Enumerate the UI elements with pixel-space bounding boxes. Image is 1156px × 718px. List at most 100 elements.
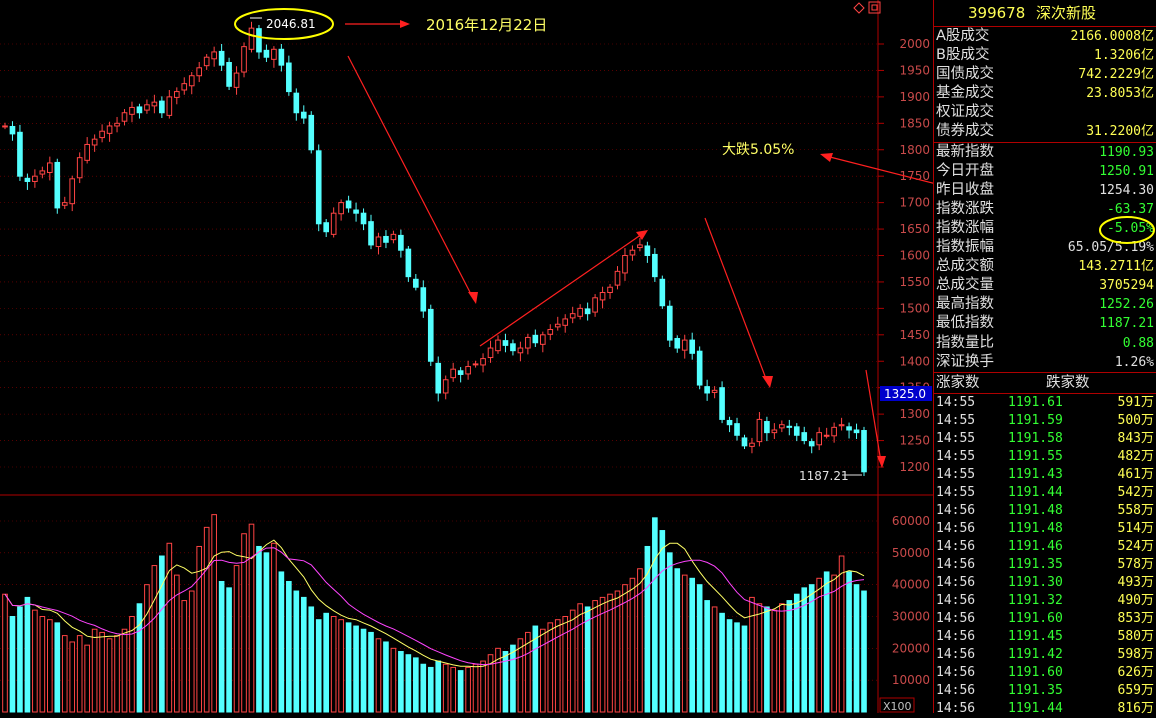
trend-arrow-1-head xyxy=(468,292,478,304)
candle-body xyxy=(793,426,800,436)
quote-row-label: 指数振幅 xyxy=(936,239,994,256)
tick-price: 1191.44 xyxy=(1008,700,1063,716)
tick-volume: 558万 xyxy=(1117,502,1154,518)
price-tick-label: 1950 xyxy=(899,63,930,77)
candle-body xyxy=(121,112,128,122)
candle-body xyxy=(99,130,105,139)
volume-bar xyxy=(681,574,688,713)
restore-inner-icon xyxy=(871,4,878,11)
tick-volume: 591万 xyxy=(1117,394,1154,410)
candle-body xyxy=(308,114,315,151)
candle-body xyxy=(861,430,867,473)
volume-bar xyxy=(427,666,434,713)
candle-body xyxy=(315,150,322,225)
up-count-label: 涨家数 xyxy=(936,374,980,391)
quote-row-label: 指数涨幅 xyxy=(936,219,994,236)
volume-bar xyxy=(99,631,105,713)
candle-body xyxy=(114,122,120,127)
quote-row-value: 1252.26 xyxy=(1099,297,1154,313)
price-tick-label: 1450 xyxy=(899,328,930,342)
candle-body xyxy=(472,363,479,366)
volume-bar xyxy=(91,628,98,713)
tick-time: 14:56 xyxy=(936,538,976,554)
volume-bar xyxy=(749,596,755,713)
tick-row: 14:56 1191.44 816万 xyxy=(934,700,1156,718)
quote-row: A股成交 2166.0008亿 xyxy=(934,27,1156,46)
volume-bar xyxy=(9,616,16,713)
volume-bar xyxy=(734,622,740,713)
volume-bar xyxy=(622,584,628,713)
volume-bar xyxy=(861,590,867,713)
volume-bar xyxy=(2,593,8,713)
candle-body xyxy=(681,339,688,351)
quote-title-bar: 399678 深次新股 xyxy=(934,0,1156,27)
candle-body xyxy=(577,307,583,317)
candle-body xyxy=(375,236,382,248)
tick-list[interactable]: 14:55 1191.61 591万 14:55 1191.59 500万 14:55 119… xyxy=(934,394,1156,718)
candle-body xyxy=(517,347,524,354)
volume-bar xyxy=(39,616,46,713)
tick-row: 14:56 1191.42 598万 xyxy=(934,646,1156,664)
tick-volume: 659万 xyxy=(1117,682,1154,698)
candle-body xyxy=(666,305,673,341)
tick-time: 14:56 xyxy=(936,646,976,662)
trend-arrow-1 xyxy=(347,55,475,301)
quote-row-value: 3705294 xyxy=(1099,278,1154,294)
volume-bar xyxy=(666,552,673,713)
candle-body xyxy=(644,245,651,256)
tick-time: 14:56 xyxy=(936,556,976,572)
quote-row-label: 今日开盘 xyxy=(936,162,994,179)
tick-time: 14:56 xyxy=(936,520,976,536)
restore-icon[interactable] xyxy=(868,1,881,14)
quote-row-label: 权证成交 xyxy=(936,104,994,121)
trend-arrow-3 xyxy=(704,217,769,385)
volume-bar xyxy=(592,600,598,713)
volume-bar xyxy=(756,603,763,713)
tick-volume: 853万 xyxy=(1117,610,1154,626)
volume-bar xyxy=(539,628,546,713)
tick-row: 14:56 1191.45 580万 xyxy=(934,628,1156,646)
volume-bar xyxy=(525,631,531,713)
quote-row-label: 深证换手 xyxy=(936,353,994,370)
tick-row: 14:56 1191.35 659万 xyxy=(934,682,1156,700)
price-tick-label: 1650 xyxy=(899,222,930,236)
price-tick-label: 2000 xyxy=(899,37,930,51)
price-tick-label: 1700 xyxy=(899,196,930,210)
candle-body xyxy=(816,432,822,446)
tick-price: 1191.60 xyxy=(1008,664,1063,680)
volume-bar xyxy=(771,609,778,713)
index-name: 深次新股 xyxy=(1036,4,1097,22)
candle-body xyxy=(69,178,76,205)
candle-body xyxy=(218,50,225,66)
tick-price: 1191.59 xyxy=(1008,412,1063,428)
price-tick-label: 1800 xyxy=(899,143,930,157)
candle-body xyxy=(801,432,808,442)
volume-bar xyxy=(569,609,576,713)
candle-body xyxy=(853,429,860,434)
tick-row: 14:55 1191.61 591万 xyxy=(934,394,1156,412)
volume-bar xyxy=(629,577,636,713)
quote-row-value: 65.05/5.19% xyxy=(1067,240,1154,256)
candle-body xyxy=(398,234,404,251)
quote-row-label: 昨日收盘 xyxy=(936,181,994,198)
candle-body xyxy=(54,161,61,209)
trend-arrow-2-head xyxy=(636,230,648,240)
candle-body xyxy=(823,434,830,437)
quote-row-value: 0.88 xyxy=(1122,335,1154,351)
volume-bar xyxy=(577,603,583,713)
volume-bar xyxy=(562,616,569,713)
candle-body xyxy=(659,278,666,307)
tick-volume: 493万 xyxy=(1117,574,1154,590)
candle-body xyxy=(405,248,412,278)
candle-body xyxy=(353,209,359,214)
tick-volume: 542万 xyxy=(1117,484,1154,500)
candle-body xyxy=(562,318,569,326)
tick-row: 14:56 1191.60 626万 xyxy=(934,664,1156,682)
candle-body xyxy=(32,175,38,182)
tick-price: 1191.43 xyxy=(1008,466,1063,482)
diamond-icon[interactable] xyxy=(853,2,865,14)
volume-bar xyxy=(741,625,748,713)
volume-bar xyxy=(838,555,845,713)
volume-bar xyxy=(480,660,486,713)
